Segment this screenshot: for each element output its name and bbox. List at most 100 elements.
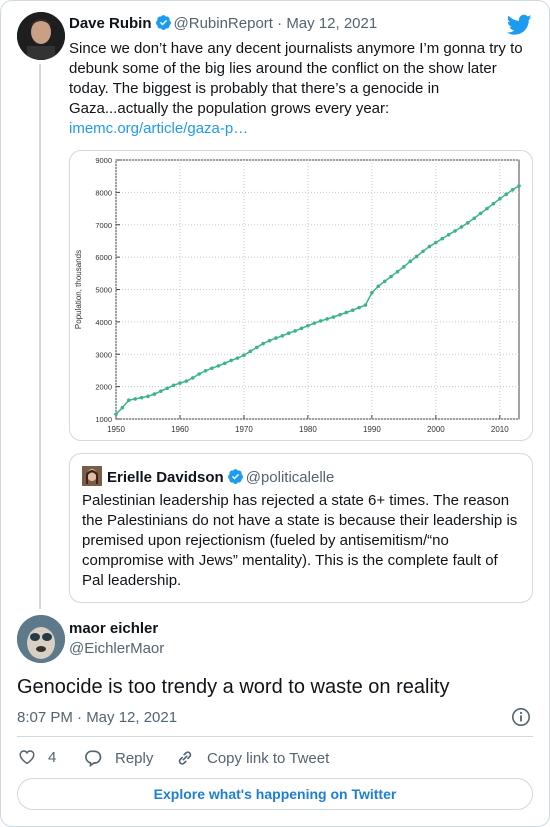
dot-separator: · — [272, 15, 287, 32]
tweet-text: Since we don’t have any decent journalis… — [69, 40, 523, 117]
data-point — [280, 333, 285, 338]
data-point — [434, 240, 438, 245]
population-chart-card[interactable]: 1950 1960 1970 1980 1990 2000 2010 1000 2000 3000… — [69, 150, 533, 441]
verified-badge-icon — [227, 469, 243, 484]
tweet-header: Dave Rubin @RubinReport · May 12, 2021 — [69, 14, 377, 32]
verified-badge-icon — [155, 15, 171, 30]
data-point — [504, 192, 509, 197]
copy-link-button[interactable]: Copy link to Tweet — [175, 748, 329, 768]
data-point — [370, 290, 374, 295]
x-tick-label: 1950 — [107, 425, 125, 434]
data-point — [203, 368, 208, 373]
data-point — [286, 331, 291, 336]
data-point — [325, 317, 329, 321]
data-point — [158, 389, 163, 393]
data-point — [344, 310, 349, 315]
data-point — [184, 379, 189, 383]
x-tick-label: 2000 — [427, 425, 445, 434]
data-point — [261, 341, 265, 346]
data-point — [235, 356, 240, 360]
y-tick-label: 3000 — [95, 350, 112, 359]
data-point — [178, 381, 182, 385]
data-point — [165, 386, 169, 391]
quote-text: Palestinian leadership has rejected a st… — [82, 492, 518, 589]
data-point — [382, 279, 387, 284]
explore-twitter-button[interactable]: Explore what's happening on Twitter — [17, 778, 533, 810]
twitter-bird-icon[interactable] — [507, 14, 532, 36]
article-link[interactable]: imemc.org/article/gaza-p… — [69, 120, 249, 137]
data-point — [395, 269, 400, 274]
quote-author-name: Erielle Davidson — [107, 469, 224, 486]
data-point — [357, 305, 361, 310]
data-point — [453, 229, 457, 233]
data-point — [408, 259, 413, 264]
data-point — [414, 254, 419, 259]
reply-icon — [85, 750, 102, 768]
data-point — [133, 397, 137, 401]
data-point — [242, 353, 246, 358]
y-tick-label: 2000 — [95, 383, 112, 392]
data-point — [293, 329, 297, 333]
quoted-tweet[interactable]: Erielle Davidson @politicalelle Palestini… — [69, 453, 533, 603]
data-point — [376, 284, 381, 289]
data-point — [171, 383, 176, 388]
reply-timestamp[interactable]: 8:07 PM · May 12, 2021 — [17, 709, 178, 726]
data-point — [222, 361, 227, 366]
data-point — [402, 265, 406, 269]
avatar-dave-rubin[interactable] — [17, 12, 65, 60]
tweet-body: Since we don’t have any decent journalis… — [69, 39, 539, 139]
author-name[interactable]: Dave Rubin — [69, 15, 152, 32]
quote-author-handle: @politicalelle — [245, 469, 335, 486]
x-tick-label: 1990 — [363, 425, 381, 434]
like-count: 4 — [48, 748, 57, 766]
reply-button[interactable]: Reply — [83, 748, 153, 768]
data-point — [485, 206, 489, 211]
data-point — [517, 184, 521, 188]
reply-author-name[interactable]: maor eichler — [69, 620, 159, 637]
data-point — [248, 349, 253, 354]
data-point — [338, 312, 342, 317]
data-point — [114, 412, 118, 416]
data-point — [299, 326, 304, 331]
data-point — [472, 216, 477, 221]
info-icon[interactable] — [511, 707, 531, 727]
reply-label: Reply — [115, 749, 154, 767]
author-handle[interactable]: @RubinReport — [173, 15, 273, 32]
data-point — [274, 336, 278, 340]
data-point — [267, 338, 272, 343]
data-point — [197, 372, 201, 376]
data-point — [498, 197, 502, 201]
x-tick-label: 2010 — [491, 425, 509, 434]
avatar-erielle-davidson[interactable] — [82, 466, 102, 486]
x-tick-label: 1970 — [235, 425, 253, 434]
data-point — [350, 308, 355, 313]
data-point — [216, 364, 221, 368]
data-point — [427, 244, 432, 249]
y-tick-label: 8000 — [95, 188, 112, 197]
data-point — [446, 232, 451, 237]
data-point — [440, 236, 445, 241]
data-point — [421, 249, 425, 254]
data-point — [120, 405, 125, 410]
data-point — [478, 211, 483, 216]
copy-link-label: Copy link to Tweet — [207, 749, 330, 767]
reply-text: Genocide is too trendy a word to waste o… — [17, 676, 450, 698]
y-tick-label: 7000 — [95, 221, 112, 230]
y-axis-label: Population, thousands — [74, 250, 83, 329]
y-tick-label: 6000 — [95, 253, 112, 262]
data-point — [126, 398, 131, 403]
reply-author-handle[interactable]: @EichlerMaor — [69, 640, 165, 657]
data-point — [190, 376, 195, 380]
like-button[interactable]: 4 — [18, 748, 56, 766]
quote-header: Erielle Davidson @politicalelle — [107, 468, 334, 486]
x-tick-label: 1980 — [299, 425, 317, 434]
avatar-maor-eichler[interactable] — [17, 615, 65, 663]
series-line — [115, 185, 520, 415]
data-point — [466, 221, 470, 225]
tweet-date[interactable]: May 12, 2021 — [286, 15, 378, 32]
data-point — [312, 321, 317, 325]
y-tick-label: 5000 — [95, 286, 112, 295]
thread-connector-line — [39, 64, 41, 609]
data-point — [306, 323, 310, 328]
data-point — [389, 274, 393, 279]
